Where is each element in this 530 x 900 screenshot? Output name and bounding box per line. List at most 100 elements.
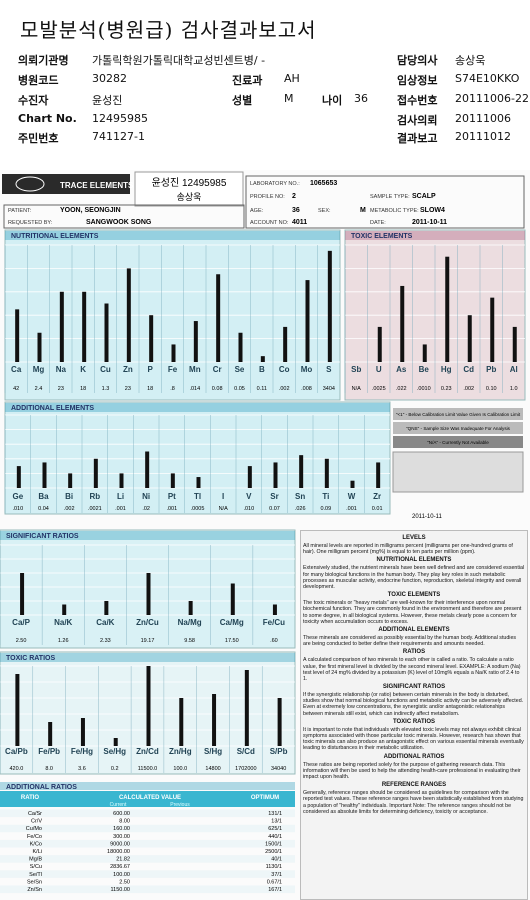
element-label: S	[326, 365, 332, 374]
element-value: .0010	[417, 386, 431, 392]
element-value: 9.58	[184, 638, 195, 644]
ratio-optimum: 167/1	[268, 887, 282, 893]
notes-heading: TOXIC RATIOS	[392, 718, 436, 725]
bar	[170, 473, 175, 488]
element-label: Mn	[189, 365, 201, 374]
tag-box	[134, 171, 244, 207]
element-value: 18	[80, 386, 86, 392]
lab-field-label: METABOLIC TYPE:	[370, 208, 419, 214]
bar	[350, 480, 355, 488]
lab-field-label: PROFILE NO:	[250, 194, 285, 200]
element-value: 2.4	[35, 386, 43, 392]
element-value: 0.01	[372, 506, 383, 512]
notes-heading: NUTRITIONAL ELEMENTS	[376, 557, 452, 564]
element-value: 17.50	[225, 638, 239, 644]
element-value: 0.10	[486, 386, 497, 392]
element-label: W	[348, 492, 356, 501]
lab-field-value: SANGWOOK SONG	[86, 219, 152, 226]
element-value: .008	[301, 386, 312, 392]
table-row-bg	[0, 870, 295, 878]
lab-field-label: DATE:	[370, 220, 386, 226]
ratio-optimum: 13/1	[271, 819, 282, 825]
ratio-current: 160.00	[113, 826, 130, 832]
field-value: S74E10KKO	[455, 72, 520, 85]
ratio-name: Cu/Mo	[26, 826, 42, 832]
element-label: Na/K	[54, 618, 72, 627]
element-label: I	[222, 492, 224, 501]
ratio-current: 1150.00	[111, 887, 130, 893]
lab-field-value: YOON, SEONGJIN	[60, 207, 121, 214]
element-value: 34040	[271, 766, 286, 772]
element-value: 23	[125, 386, 131, 392]
bar	[179, 698, 184, 746]
element-label: Bi	[65, 492, 73, 501]
field-value: 30282	[92, 72, 127, 85]
panel-title-band	[345, 231, 525, 240]
panel	[4, 401, 391, 515]
bar	[62, 604, 67, 615]
element-value: .010	[12, 506, 23, 512]
element-value: 0.05	[234, 386, 245, 392]
bar	[467, 315, 472, 362]
bar	[445, 256, 450, 362]
element-label: B	[259, 365, 265, 374]
element-label: Cd	[463, 365, 474, 374]
element-label: Ni	[142, 492, 150, 501]
element-label: Cu	[100, 365, 111, 374]
element-label: Sn	[295, 492, 305, 501]
field-value: 20111006	[455, 112, 511, 125]
bar	[15, 674, 20, 746]
bar	[216, 274, 221, 362]
bar	[327, 250, 332, 362]
bar	[230, 583, 235, 615]
element-value: .0005	[191, 506, 205, 512]
element-label: Rb	[89, 492, 100, 501]
ratio-optimum: 131/1	[268, 811, 282, 817]
element-label: Na/Mg	[178, 618, 202, 627]
table-row-bg	[0, 839, 295, 848]
lab-field-label: SEX:	[318, 208, 331, 214]
element-value: 19.17	[141, 638, 155, 644]
table-row-bg	[0, 855, 295, 863]
ratio-current: 2836.67	[110, 864, 130, 870]
lab-field-label: PATIENT:	[8, 208, 32, 214]
element-value: 3.6	[78, 766, 86, 772]
ratio-current: 600.00	[113, 811, 130, 817]
field-label: Chart No.	[18, 112, 77, 125]
logo	[15, 176, 45, 192]
field-label: 나이	[322, 94, 343, 107]
bar	[146, 573, 151, 615]
field-label: 검사의뢰	[397, 114, 438, 127]
element-label: Tl	[194, 492, 201, 501]
element-label: K	[80, 365, 86, 374]
ratio-name: Se/Sn	[27, 879, 42, 885]
ratio-name: Mg/B	[29, 857, 42, 863]
element-label: Ba	[38, 492, 49, 501]
ratio-optimum: 37/1	[271, 872, 282, 878]
field-label: 성별	[232, 94, 253, 107]
ratio-optimum: 1130/1	[266, 864, 282, 870]
bar	[305, 280, 310, 362]
panel-title: TOXIC ELEMENTS	[351, 233, 413, 240]
ratio-optimum: 440/1	[268, 834, 282, 840]
element-label: Zr	[373, 492, 381, 501]
element-label: Cr	[213, 365, 222, 374]
element-value: 0.11	[257, 386, 267, 392]
bar	[20, 573, 25, 615]
notes-heading: LEVELS	[402, 535, 426, 541]
element-value: .026	[295, 506, 306, 512]
bar	[104, 601, 109, 615]
element-value: 0.07	[269, 506, 280, 512]
notes-heading: ADDITIONAL ELEMENTS	[378, 626, 450, 633]
element-label: S/Hg	[204, 747, 222, 756]
ratio-name: Fe/Co	[27, 834, 42, 840]
element-label: Pb	[486, 365, 496, 374]
field-label: 의뢰기관명	[18, 54, 69, 67]
bar	[59, 291, 64, 362]
lab-field-value: SLOW4	[420, 207, 445, 214]
element-value: 1.26	[58, 638, 69, 644]
panel-title-band	[0, 531, 295, 540]
element-value: 23	[58, 386, 64, 392]
table-row-bg	[0, 809, 295, 818]
lab-field-label: ACCOUNT NO:	[250, 220, 289, 226]
